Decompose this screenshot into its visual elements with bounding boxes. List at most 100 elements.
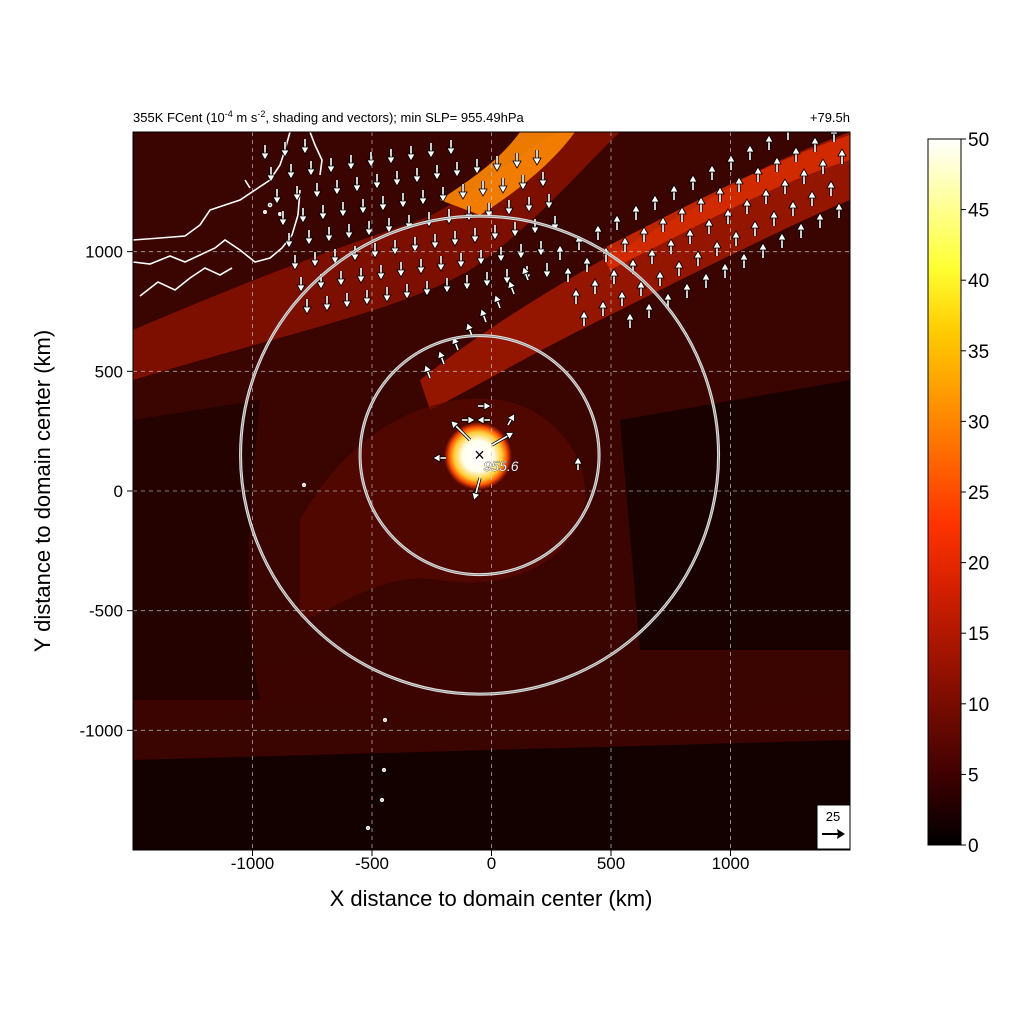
vector-arrow bbox=[612, 214, 622, 230]
vector-arrow bbox=[438, 187, 448, 203]
vector-arrow bbox=[370, 243, 380, 259]
vector-arrow bbox=[579, 310, 589, 326]
vector-arrow bbox=[390, 240, 400, 256]
plot-area: ×955.6 bbox=[133, 132, 850, 850]
vector-arrow bbox=[764, 134, 774, 150]
x-axis-label: X distance to domain center (km) bbox=[330, 886, 653, 911]
vector-arrow bbox=[693, 250, 703, 266]
vector-arrow bbox=[458, 184, 468, 200]
vector-arrow bbox=[302, 299, 312, 315]
vector-arrow bbox=[280, 142, 290, 158]
vector-arrow bbox=[482, 272, 492, 288]
vector-arrow bbox=[742, 198, 752, 214]
vector-arrow bbox=[478, 401, 492, 411]
x-tick-label: 0 bbox=[487, 854, 496, 873]
vector-arrow bbox=[402, 284, 412, 300]
vector-arrow bbox=[563, 266, 573, 282]
storm-center-marker: × bbox=[474, 445, 485, 465]
vector-arrow bbox=[620, 236, 630, 252]
vector-arrow bbox=[723, 208, 733, 224]
spiral-band bbox=[300, 398, 586, 620]
colorbar-tick-label: 30 bbox=[968, 412, 989, 433]
vector-arrow bbox=[462, 415, 476, 425]
vector-arrow bbox=[688, 174, 698, 190]
vector-arrow bbox=[704, 218, 714, 234]
vector-arrow bbox=[815, 212, 825, 228]
colorbar-tick-label: 15 bbox=[968, 624, 989, 645]
vector-arrow bbox=[286, 164, 296, 180]
vector-arrow bbox=[272, 189, 282, 205]
vector-arrow bbox=[625, 312, 635, 328]
jet-core bbox=[440, 132, 575, 215]
vector-arrow bbox=[493, 294, 503, 309]
vector-arrow bbox=[346, 155, 356, 171]
vector-arrow bbox=[490, 225, 500, 241]
vector-arrow bbox=[406, 146, 416, 162]
vector-arrow bbox=[750, 220, 760, 236]
vector-arrow bbox=[696, 196, 706, 212]
vector-arrow bbox=[530, 219, 540, 235]
east-dark bbox=[620, 380, 850, 650]
colorbar-tick-label: 25 bbox=[968, 483, 989, 504]
vector-arrow bbox=[753, 166, 763, 182]
vector-arrow bbox=[761, 188, 771, 204]
vector-arrow bbox=[521, 266, 531, 281]
vector-arrow bbox=[304, 230, 314, 246]
vector-arrow bbox=[826, 180, 836, 196]
vector-arrow bbox=[430, 234, 440, 250]
vector-arrow bbox=[512, 153, 522, 169]
vector-arrow bbox=[422, 281, 432, 297]
vector-arrow bbox=[658, 216, 668, 232]
vector-arrow bbox=[590, 278, 600, 294]
vector-arrow bbox=[364, 221, 374, 237]
colorbar-tick-label: 35 bbox=[968, 342, 989, 363]
vector-arrow bbox=[442, 278, 452, 294]
vector-arrow bbox=[296, 277, 306, 293]
vector-arrow bbox=[582, 256, 592, 272]
vector-arrow bbox=[726, 154, 736, 170]
vector-arrow bbox=[382, 287, 392, 303]
vector-arrow bbox=[450, 420, 472, 442]
x-tick-label: 500 bbox=[597, 854, 625, 873]
y-tick-label: -500 bbox=[89, 602, 123, 621]
vector-arrow bbox=[636, 280, 646, 296]
vector-arrow bbox=[507, 280, 517, 295]
vector-arrow bbox=[423, 364, 433, 379]
reference-vector-label: 25 bbox=[826, 809, 840, 824]
range-ring-inner bbox=[240, 215, 719, 695]
vector-arrow bbox=[418, 190, 428, 206]
vector-arrow bbox=[356, 268, 366, 284]
vector-arrow bbox=[818, 158, 828, 174]
vector-arrow bbox=[456, 253, 466, 269]
vector-arrow bbox=[571, 288, 581, 304]
storm-center: ×955.6 bbox=[474, 445, 519, 474]
y-axis: -1000 -500 0 500 1000 bbox=[80, 243, 133, 740]
vector-arrow bbox=[598, 300, 608, 316]
vector-arrow bbox=[650, 194, 660, 210]
vector-arrow bbox=[384, 218, 394, 234]
vector-arrow bbox=[739, 252, 749, 268]
vector-arrow bbox=[310, 252, 320, 268]
range-ring-inner bbox=[359, 335, 600, 576]
south-dark bbox=[133, 740, 850, 850]
south-band bbox=[133, 657, 850, 756]
vector-arrow bbox=[484, 203, 494, 219]
vector-arrow bbox=[362, 290, 372, 306]
forecast-hour: +79.5h bbox=[810, 110, 850, 125]
vector-arrow bbox=[498, 178, 508, 194]
chart-title: 355K FCent (10-4 m s-2, shading and vect… bbox=[133, 109, 525, 125]
vector-arrow bbox=[682, 282, 692, 298]
vector-arrow bbox=[807, 190, 817, 206]
vector-arrow bbox=[298, 208, 308, 224]
vector-arrow bbox=[338, 202, 348, 218]
vector-arrow bbox=[326, 158, 336, 174]
y-tick-label: -1000 bbox=[80, 721, 123, 740]
vector-arrow bbox=[432, 453, 446, 463]
vector-arrow bbox=[674, 260, 684, 276]
vector-arrow bbox=[478, 181, 488, 197]
vector-arrow bbox=[312, 183, 322, 199]
colorbar-tick-label: 5 bbox=[968, 765, 979, 786]
vector-arrow bbox=[712, 240, 722, 256]
vector-arrow bbox=[352, 177, 362, 193]
y-tick-label: 0 bbox=[114, 482, 123, 501]
